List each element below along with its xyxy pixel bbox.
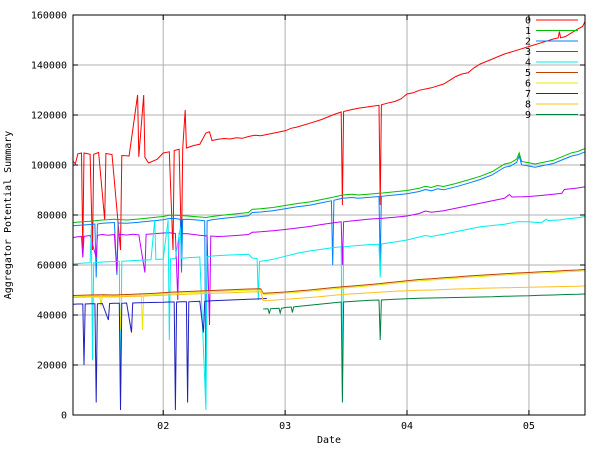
y-tick-label: 80000 [37, 211, 67, 222]
series-layer [72, 21, 586, 411]
series-line-3 [72, 186, 586, 326]
series-line-0 [72, 21, 586, 251]
y-tick-label: 20000 [37, 361, 67, 372]
legend-label-5: 5 [525, 68, 531, 79]
legend-label-6: 6 [525, 79, 531, 90]
x-tick-label: 03 [279, 421, 291, 432]
legend-label-0: 0 [525, 16, 531, 27]
legend-label-2: 2 [525, 37, 531, 48]
y-tick-label: 140000 [31, 61, 67, 72]
series-line-5 [72, 269, 586, 296]
series-line-8 [72, 285, 586, 302]
series-line-4 [72, 216, 586, 411]
y-axis-label: Aggregator Potential Summary [3, 131, 14, 300]
grid-layer [73, 15, 585, 415]
x-tick-label: 05 [523, 421, 535, 432]
y-tick-label: 120000 [31, 111, 67, 122]
legend-label-3: 3 [525, 47, 531, 58]
y-tick-label: 160000 [31, 11, 67, 22]
series-line-9 [263, 293, 586, 403]
series-line-6 [72, 270, 586, 331]
x-tick-label: 04 [401, 421, 413, 432]
legend-label-9: 9 [525, 110, 531, 121]
y-tick-label: 100000 [31, 161, 67, 172]
y-tick-label: 60000 [37, 261, 67, 272]
legend-label-8: 8 [525, 100, 531, 111]
series-line-1 [72, 148, 586, 223]
legend-label-7: 7 [525, 89, 531, 100]
y-tick-label: 0 [61, 411, 67, 422]
ticks-layer: 02 03 04 0502000040000600008000010000012000… [31, 11, 585, 432]
x-axis-label: Date [317, 435, 341, 446]
legend-label-4: 4 [525, 58, 531, 69]
y-tick-label: 40000 [37, 311, 67, 322]
series-line-7 [72, 298, 267, 411]
legend-label-1: 1 [525, 26, 531, 37]
x-tick-label: 02 [157, 421, 169, 432]
